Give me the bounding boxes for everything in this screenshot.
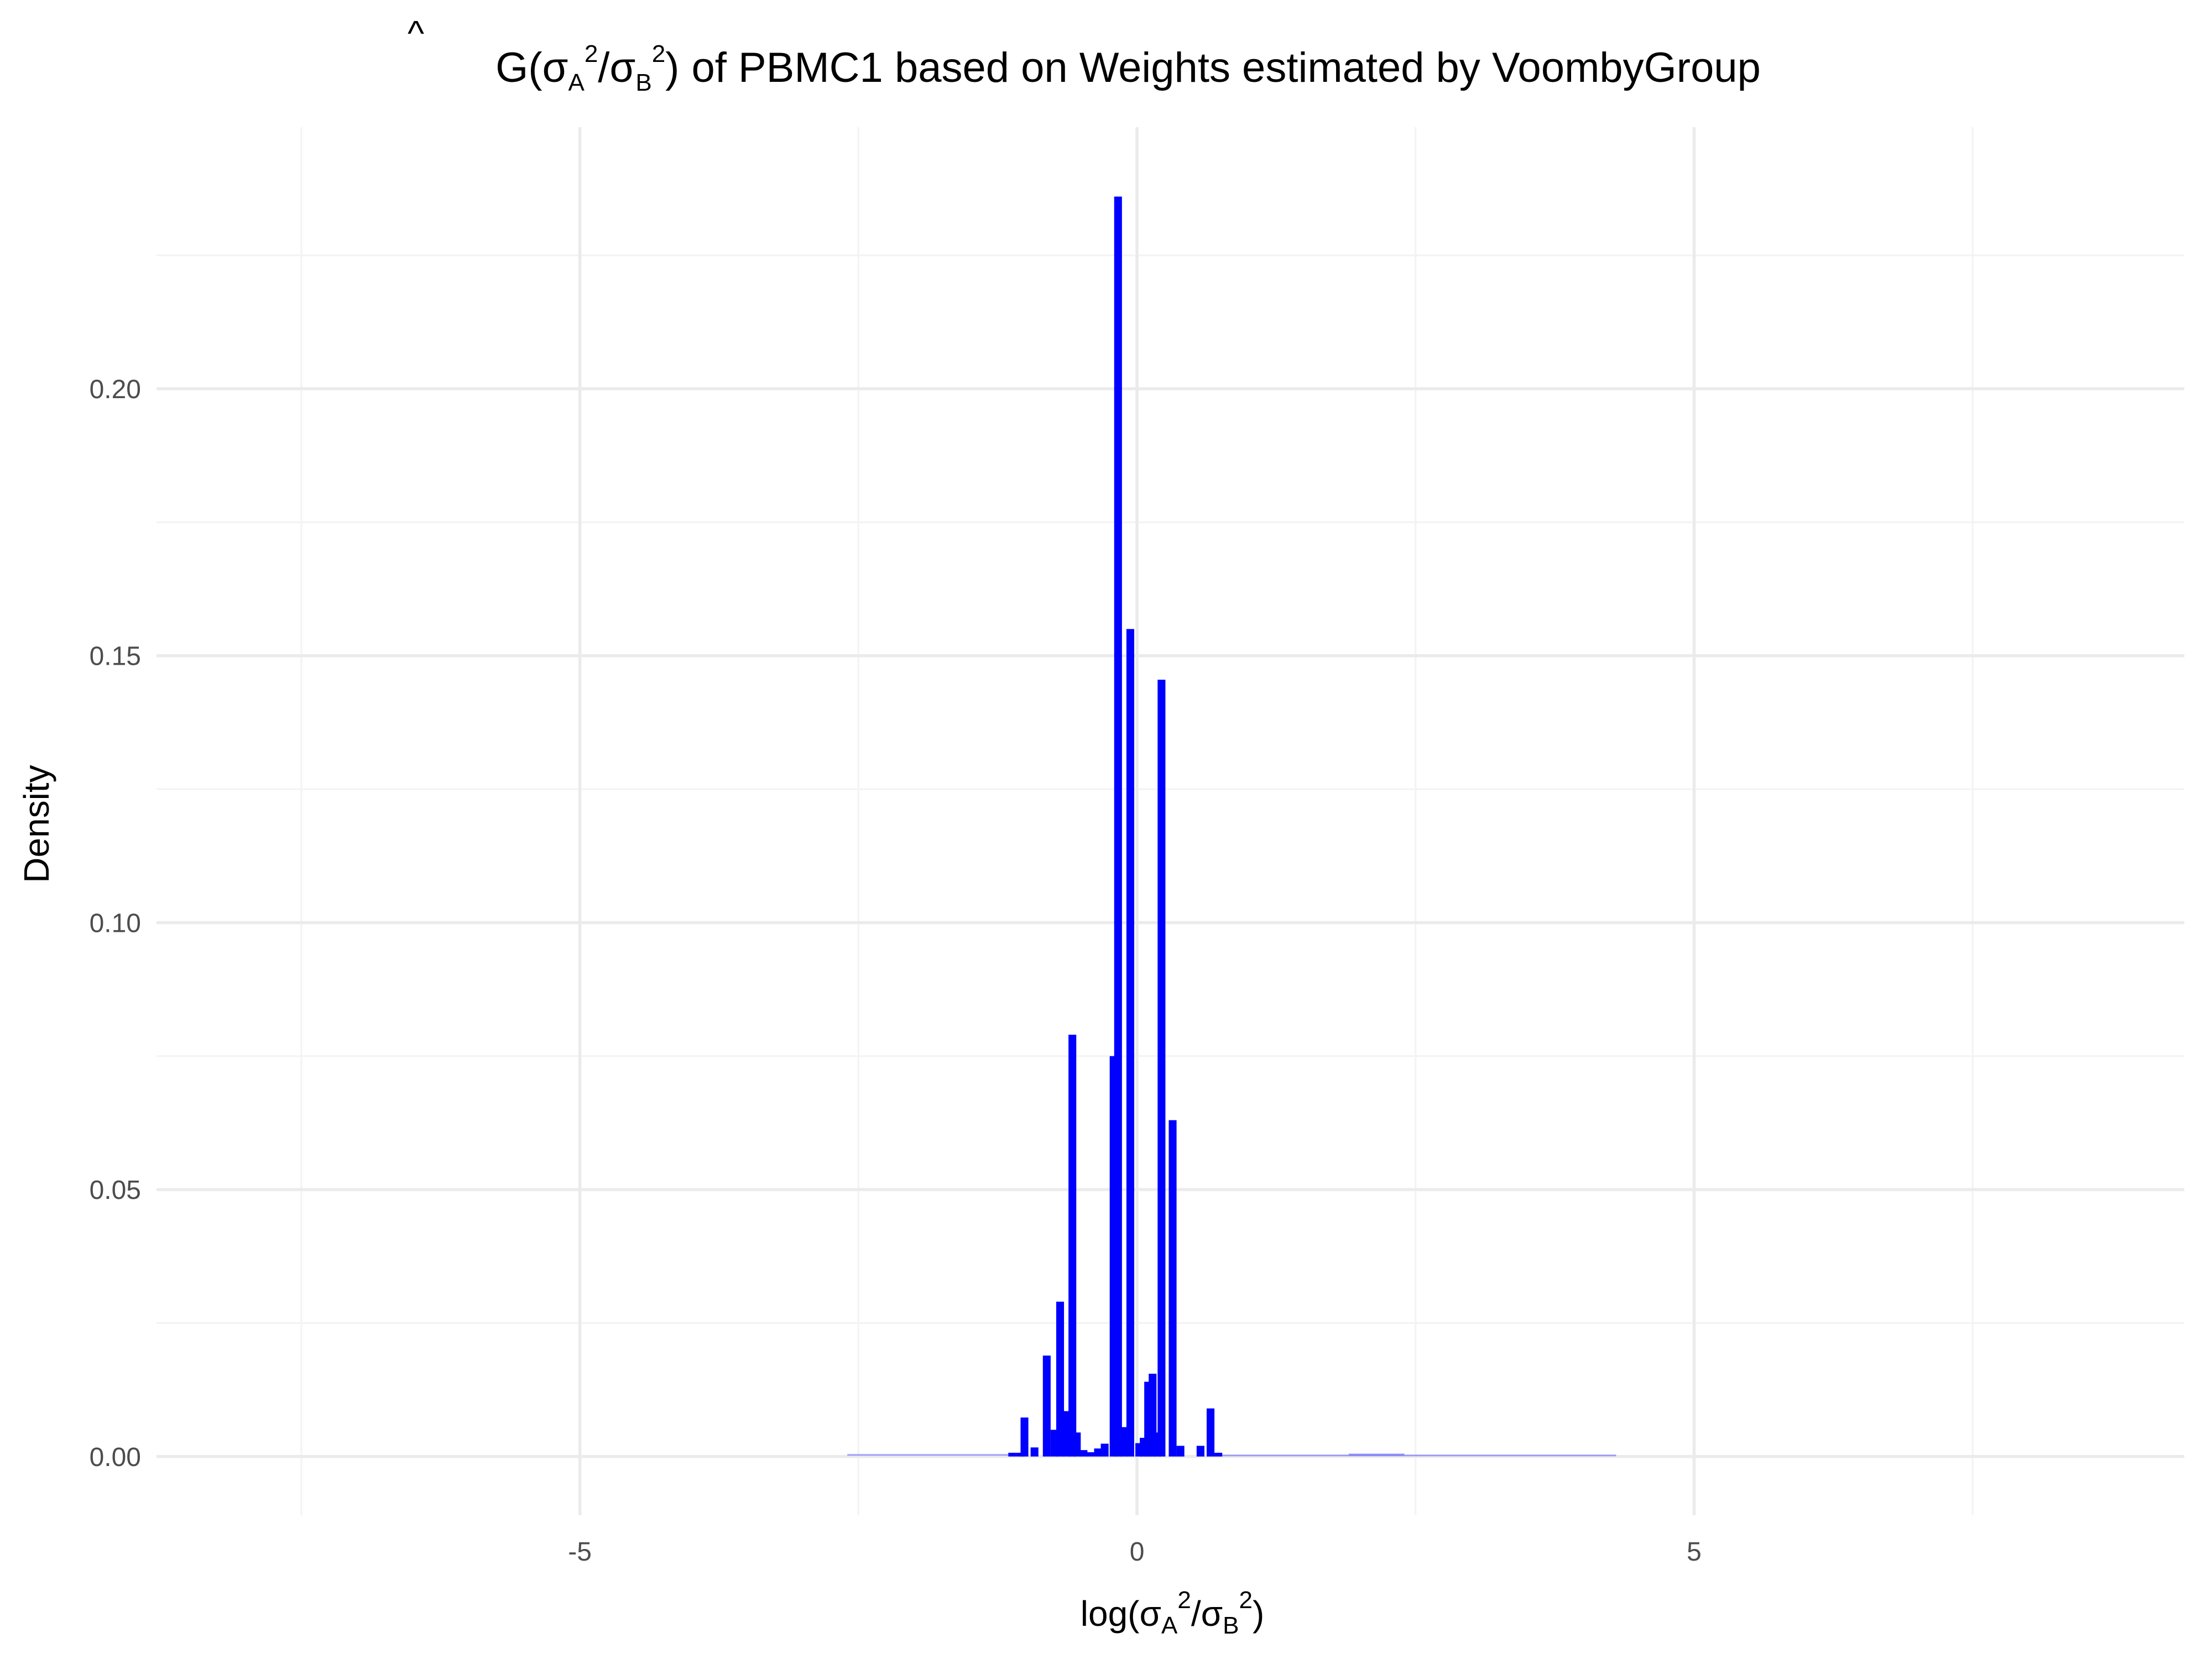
y-tick-labels: 0.00 0.05 0.10 0.15 0.20 (90, 375, 141, 1472)
x-tick-label: 0 (1130, 1537, 1145, 1567)
title-paren-close: ) (665, 44, 679, 91)
density-bar (1157, 680, 1166, 1457)
density-bar (1126, 629, 1135, 1457)
x-axis-title: log(σA2/σB2) (1081, 1587, 1265, 1639)
title-sub-a: A (568, 69, 585, 96)
chart-title: G(σA2/σB2) of PBMC1 based on Weights esti… (495, 40, 1761, 96)
density-bar (1056, 1301, 1065, 1457)
xlabel-slash: / (1191, 1594, 1201, 1634)
density-bar (1068, 1035, 1077, 1457)
density-bar (1206, 1408, 1215, 1457)
density-bar (1100, 1443, 1109, 1457)
title-sup-2a: 2 (585, 40, 598, 67)
title-text: of PBMC1 based on Weights estimated by V… (691, 44, 1760, 91)
density-bar (1114, 196, 1122, 1457)
y-tick-label: 0.15 (90, 642, 141, 671)
xlabel-paren-close: ) (1253, 1594, 1264, 1634)
xlabel-sub-b: B (1223, 1612, 1239, 1639)
grid-lines (156, 127, 2184, 1515)
y-tick-label: 0.00 (90, 1443, 141, 1472)
density-bar (1119, 1427, 1128, 1457)
density-bar (1042, 1355, 1051, 1457)
density-bar (1008, 1453, 1016, 1457)
xlabel-sigma-b: σ (1201, 1594, 1223, 1634)
bars (1008, 196, 1223, 1457)
y-tick-label: 0.05 (90, 1176, 141, 1205)
title-sigma-a: σ (542, 44, 568, 91)
density-bar (1176, 1446, 1185, 1457)
xlabel-paren-open: ( (1128, 1594, 1139, 1634)
density-bar (1030, 1447, 1039, 1457)
title-sup-2b: 2 (652, 40, 665, 67)
density-bar (1214, 1453, 1223, 1457)
x-tick-labels: -5 0 5 (568, 1537, 1702, 1567)
tail-segments (847, 1453, 1616, 1457)
density-bar (1020, 1417, 1029, 1457)
xlabel-log: log (1081, 1594, 1128, 1634)
title-slash: / (598, 44, 610, 91)
title-paren-open: ( (528, 44, 542, 91)
y-tick-label: 0.10 (90, 909, 141, 938)
y-tick-label: 0.20 (90, 375, 141, 404)
density-bar (1079, 1450, 1088, 1457)
xlabel-sup-2a: 2 (1177, 1587, 1191, 1614)
title-hat: ^ (408, 13, 424, 53)
xlabel-sup-2b: 2 (1239, 1587, 1252, 1614)
title-sub-b: B (635, 69, 651, 96)
xlabel-sigma-a: σ (1139, 1594, 1161, 1634)
x-tick-label: -5 (568, 1537, 592, 1567)
y-axis-title: Density (17, 765, 56, 883)
density-bar (1168, 1120, 1177, 1457)
title-g: G (495, 44, 528, 91)
density-bar (1196, 1446, 1204, 1457)
title-sigma-b: σ (609, 44, 635, 91)
density-bar (1086, 1452, 1094, 1457)
density-bar (1073, 1432, 1081, 1457)
density-bar (1016, 1453, 1024, 1457)
x-tick-label: 5 (1687, 1537, 1702, 1567)
density-bar (1094, 1448, 1102, 1457)
xlabel-sub-a: A (1161, 1612, 1178, 1639)
